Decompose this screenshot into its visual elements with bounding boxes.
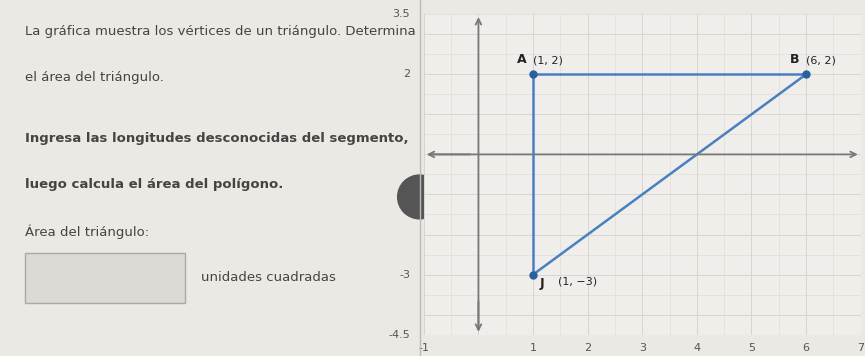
Text: 1: 1 xyxy=(529,344,536,354)
Text: 7: 7 xyxy=(857,344,864,354)
Text: 6: 6 xyxy=(803,344,810,354)
Text: 5: 5 xyxy=(748,344,755,354)
FancyBboxPatch shape xyxy=(25,253,184,303)
Text: Ingresa las longitudes desconocidas del segmento,: Ingresa las longitudes desconocidas del … xyxy=(25,132,409,145)
Text: unidades cuadradas: unidades cuadradas xyxy=(202,271,336,284)
Circle shape xyxy=(398,175,441,219)
Text: Área del triángulo:: Área del triángulo: xyxy=(25,224,150,239)
Text: 3.5: 3.5 xyxy=(393,9,410,19)
Text: -4.5: -4.5 xyxy=(388,330,410,340)
Text: -1: -1 xyxy=(419,344,429,354)
Text: (1, −3): (1, −3) xyxy=(558,277,597,287)
Text: La gráfica muestra los vértices de un triángulo. Determina: La gráfica muestra los vértices de un tr… xyxy=(25,25,416,38)
Text: B: B xyxy=(790,52,799,66)
Text: A: A xyxy=(517,52,527,66)
Text: 2: 2 xyxy=(403,69,410,79)
Text: (6, 2): (6, 2) xyxy=(806,56,836,66)
Text: 4: 4 xyxy=(694,344,701,354)
Text: ⇔: ⇔ xyxy=(413,190,426,204)
Text: -3: -3 xyxy=(400,269,410,279)
Text: (1, 2): (1, 2) xyxy=(533,56,563,66)
Text: J: J xyxy=(540,277,544,289)
Text: 3: 3 xyxy=(638,344,646,354)
Text: -1: -1 xyxy=(400,189,410,199)
Text: 2: 2 xyxy=(584,344,591,354)
Text: luego calcula el área del polígono.: luego calcula el área del polígono. xyxy=(25,178,284,191)
Text: el área del triángulo.: el área del triángulo. xyxy=(25,71,164,84)
